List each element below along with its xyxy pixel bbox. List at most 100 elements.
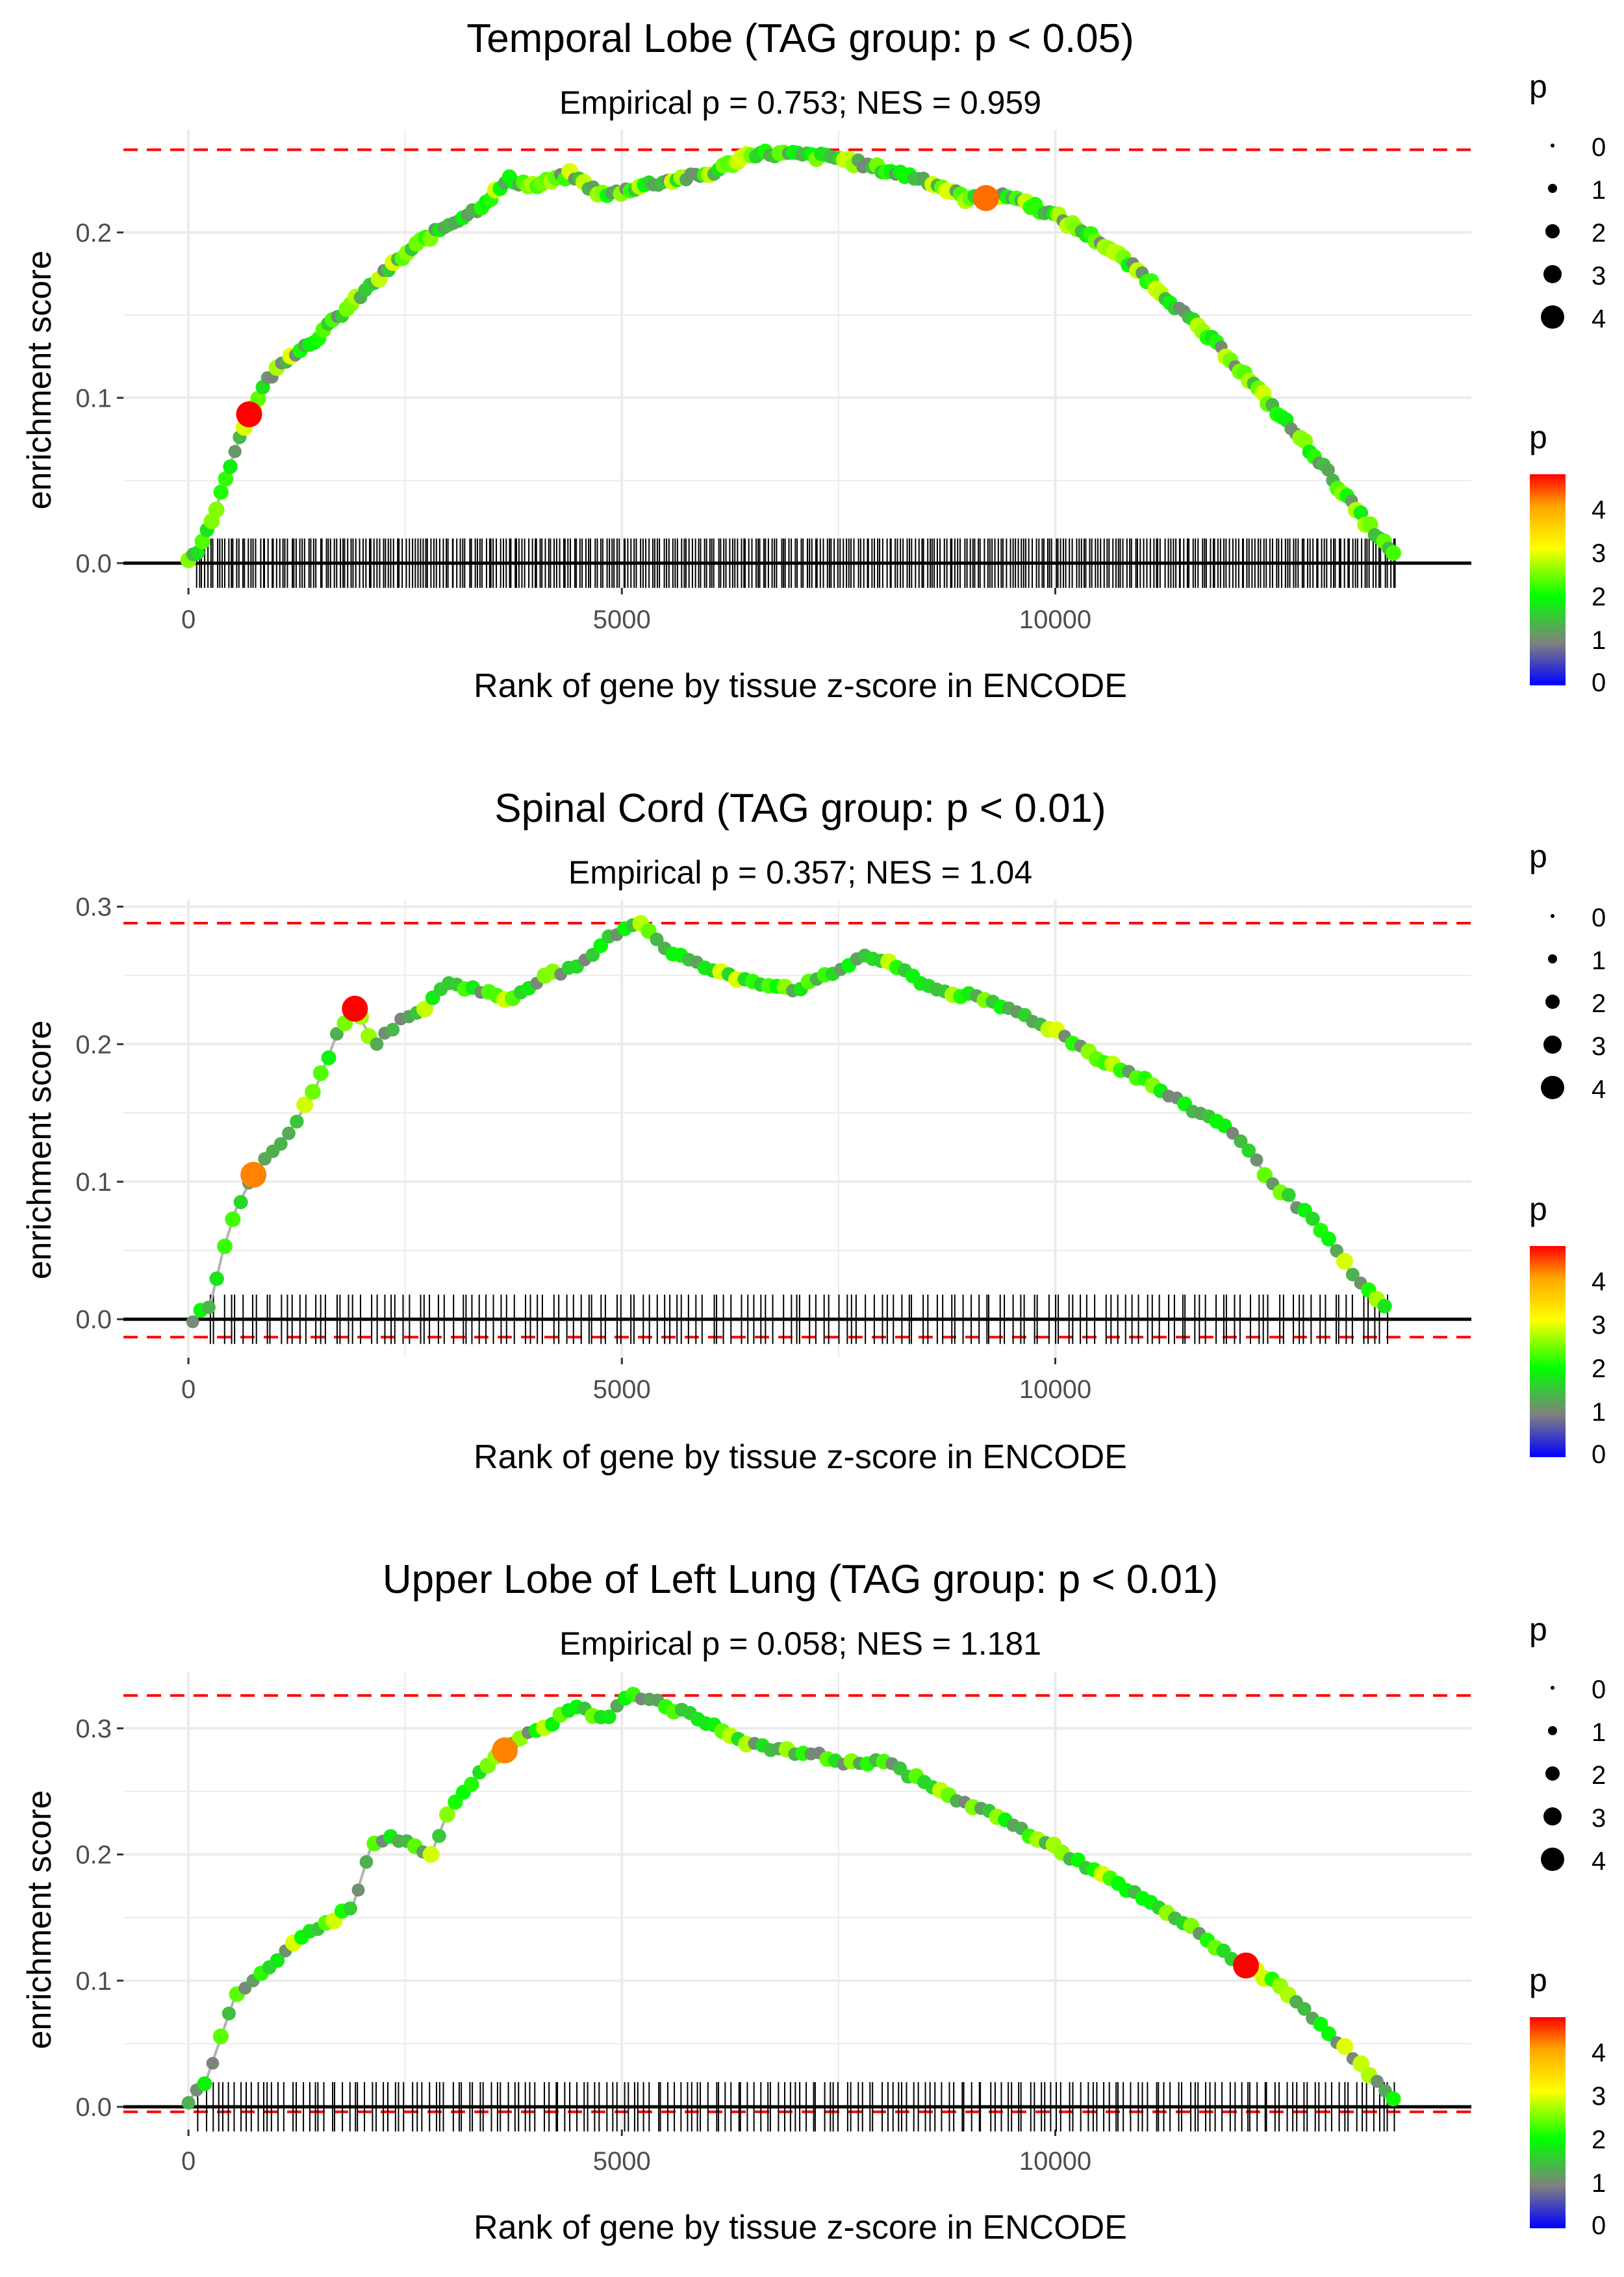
panel-upper-lobe-left-lung: Upper Lobe of Left Lung (TAG group: p < … [21,1557,1606,2246]
gene-point [218,471,234,487]
gene-point [1336,2038,1354,2055]
x-tick-label: 5000 [593,1375,651,1404]
size-legend-label: 2 [1592,219,1606,248]
y-tick-label: 0.0 [75,1306,112,1334]
colorbar-label: 1 [1592,2169,1606,2198]
colorbar-label: 3 [1592,2082,1606,2111]
size-legend-dot-0 [1551,144,1554,147]
colorbar-label: 4 [1592,496,1606,524]
color-legend-title: p [1529,1962,1547,1998]
gene-point [206,2057,220,2070]
gene-point [223,459,238,474]
gene-point-highlight [492,1737,518,1764]
panel-subtitle: Empirical p = 0.753; NES = 0.959 [559,84,1041,121]
y-tick-label: 0.0 [75,2093,112,2122]
y-tick-label: 0.2 [75,1030,112,1059]
y-tick-label: 0.2 [75,219,112,248]
plot-area: 0 5000 10000 0.0 0.1 0.2 0.3 [75,1672,1471,2176]
gene-point [1336,1253,1353,1270]
panel-temporal-lobe: Temporal Lobe (TAG group: p < 0.05) Empi… [21,16,1606,705]
x-tick-label: 10000 [1019,2147,1091,2176]
size-legend-label: 1 [1592,947,1606,975]
gene-point [1385,545,1401,561]
size-legend-label: 1 [1592,176,1606,205]
y-tick-label: 0.1 [75,1168,112,1197]
gene-point [197,2076,212,2091]
size-legend-dot-2 [1545,1766,1560,1781]
color-legend-title: p [1529,419,1547,455]
color-legend: p 4 3 2 1 0 [1529,419,1606,697]
gene-point [359,1855,374,1869]
gene-point [213,484,229,500]
gene-point [181,2096,196,2110]
size-legend-label: 0 [1592,1675,1606,1704]
gene-point [351,1883,365,1897]
x-tick-label: 10000 [1019,1375,1091,1404]
size-legend-dot-1 [1548,954,1557,963]
gene-point [1321,463,1335,477]
size-legend-title: p [1529,68,1547,105]
gene-point [305,1084,321,1100]
colorbar-label: 0 [1592,2211,1606,2240]
colorbar [1530,2017,1566,2228]
gene-point [1345,1267,1360,1282]
gene-point [194,533,210,550]
colorbar-label: 1 [1592,1398,1606,1427]
gene-point [432,1829,446,1843]
gene-point [1305,1212,1320,1227]
gene-point [212,2028,229,2044]
gene-point [201,1300,216,1314]
colorbar [1530,474,1566,685]
x-axis-label: Rank of gene by tissue z-score in ENCODE [474,1438,1127,1476]
gene-point [343,1901,357,1916]
gene-point-highlight [342,995,368,1022]
size-legend-dot-1 [1548,1726,1557,1735]
size-legend-dot-3 [1543,265,1562,283]
gene-point [1297,2002,1312,2016]
y-tick-label: 0.1 [75,1967,112,1996]
gene-point [209,1271,224,1286]
gene-point [1377,1299,1392,1314]
gene-point [296,1096,314,1113]
gene-point [225,1211,241,1227]
colorbar-label: 4 [1592,2039,1606,2067]
size-legend-dot-1 [1548,184,1557,193]
y-tick-label: 0.3 [75,893,112,922]
colorbar-label: 3 [1592,539,1606,568]
colorbar-label: 3 [1592,1311,1606,1340]
colorbar-label: 1 [1592,626,1606,655]
y-axis-label: enrichment score [21,251,58,510]
colorbar-label: 0 [1592,668,1606,697]
x-tick-label: 5000 [593,605,651,634]
size-legend: p 0 1 2 3 4 [1529,838,1606,1104]
panel-subtitle: Empirical p = 0.058; NES = 1.181 [559,1625,1041,1662]
panel-title: Temporal Lobe (TAG group: p < 0.05) [466,16,1134,61]
x-axis-label: Rank of gene by tissue z-score in ENCODE [474,2209,1127,2246]
x-axis-label: Rank of gene by tissue z-score in ENCODE [474,667,1127,705]
colorbar-label: 2 [1592,1355,1606,1383]
gene-point [312,1065,329,1082]
size-legend-dot-4 [1541,1076,1564,1099]
gene-point [1250,1153,1263,1167]
gene-point [282,1126,296,1140]
gene-point [329,1026,344,1041]
gene-point-highlight [240,1162,267,1188]
color-legend: p 4 3 2 1 0 [1529,1191,1606,1469]
gene-point [1386,2091,1401,2107]
gene-point [464,1776,479,1792]
size-legend-dot-0 [1551,914,1554,918]
size-legend-title: p [1529,838,1547,874]
colorbar [1530,1246,1566,1457]
y-tick-label: 0.3 [75,1714,112,1743]
size-legend-dot-0 [1551,1686,1554,1690]
size-legend-label: 0 [1592,904,1606,932]
gene-point-highlight [236,401,262,427]
size-legend-label: 3 [1592,262,1606,290]
gene-point [602,1709,616,1725]
y-tick-label: 0.0 [75,550,112,578]
color-legend: p 4 3 2 1 0 [1529,1962,1606,2240]
gene-point [370,1037,384,1051]
size-legend-label: 2 [1592,989,1606,1018]
x-tick-label: 0 [181,2147,196,2176]
colorbar-label: 2 [1592,2126,1606,2154]
